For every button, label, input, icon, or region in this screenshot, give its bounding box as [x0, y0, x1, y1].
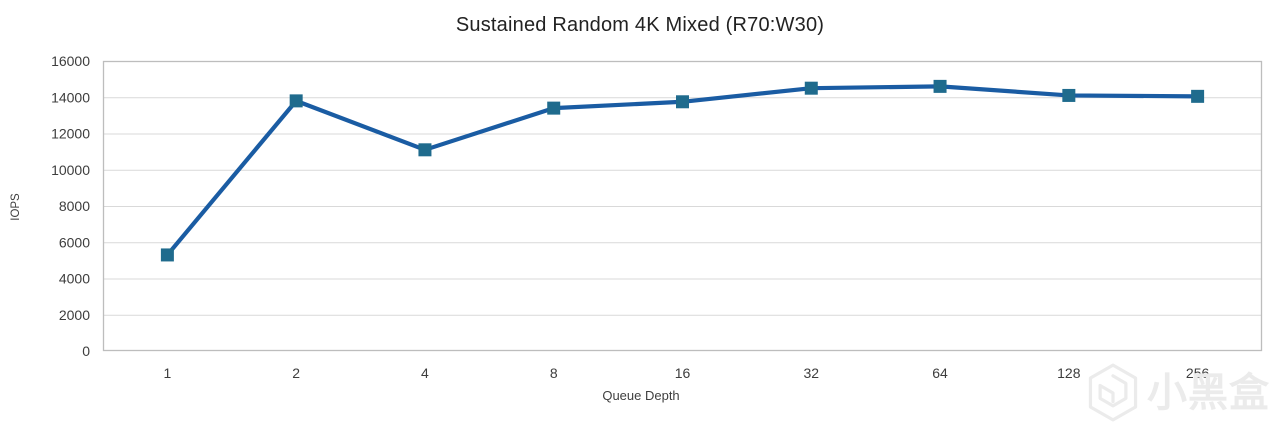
- y-tick-label: 10000: [51, 162, 90, 178]
- y-tick-label: 12000: [51, 126, 90, 142]
- y-tick-label: 0: [82, 343, 90, 359]
- x-tick-label: 1: [163, 365, 171, 381]
- y-tick-label: 6000: [59, 234, 90, 250]
- data-point-marker: [933, 79, 947, 93]
- x-tick-label: 8: [550, 365, 558, 381]
- data-point-marker: [547, 101, 561, 115]
- data-point-marker: [160, 248, 174, 262]
- y-tick-label: 16000: [51, 53, 90, 69]
- x-tick-label: 256: [1186, 365, 1210, 381]
- plot-border: [102, 60, 1263, 352]
- x-axis-title: Queue Depth: [602, 388, 680, 403]
- x-tick-label: 64: [932, 365, 948, 381]
- data-point-marker: [418, 143, 432, 157]
- x-tick-label: 2: [292, 365, 300, 381]
- x-tick-label: 32: [803, 365, 819, 381]
- y-tick-label: 14000: [51, 89, 90, 105]
- y-tick-label: 4000: [59, 271, 90, 287]
- data-point-marker: [676, 95, 689, 109]
- data-point-marker: [1062, 88, 1076, 102]
- data-point-marker: [1191, 89, 1205, 103]
- x-tick-label: 16: [675, 365, 691, 381]
- x-tick-label: 4: [421, 365, 429, 381]
- x-tick-label: 128: [1057, 365, 1081, 381]
- data-point-marker: [804, 81, 818, 95]
- chart-title: Sustained Random 4K Mixed (R70:W30): [455, 14, 825, 36]
- data-point-marker: [289, 94, 303, 108]
- y-tick-label: 2000: [59, 307, 90, 323]
- y-tick-label: 8000: [59, 198, 90, 214]
